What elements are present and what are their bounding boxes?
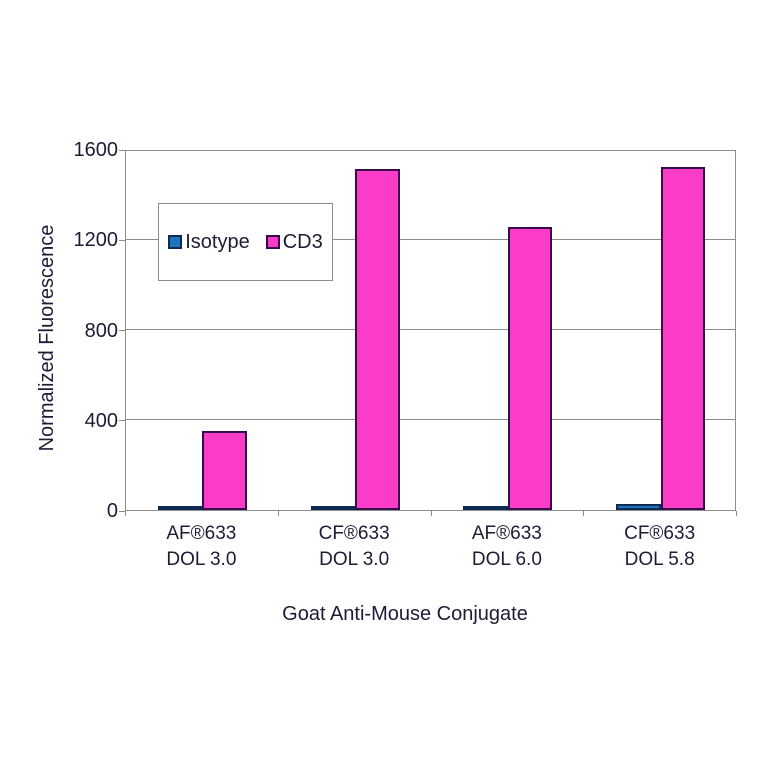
bar-cd3-1 [202,431,247,510]
y-tick-mark-1200 [119,239,125,241]
y-tick-mark-0 [119,510,125,512]
bar-isotype-2 [310,506,356,510]
bar-cd3-4 [660,167,706,510]
y-tick-mark-1600 [119,149,125,151]
x-tick-mark-0 [125,511,126,516]
category-label-line2: DOL 3.0 [319,549,390,570]
x-axis-title: Goat Anti-Mouse Conjugate [282,603,528,625]
category-label-line2: DOL 3.0 [166,549,237,570]
gridline-400 [126,419,735,421]
legend-label-isotype: Isotype [185,230,250,253]
x-tick-mark-3 [583,511,585,516]
legend-item-isotype: Isotype [168,230,250,254]
category-label-2: CF®633 DOL 3.0 [278,521,431,573]
category-label-line1: AF®633 [471,523,542,544]
gridline-800 [126,329,735,330]
x-tick-mark-1 [277,511,279,516]
category-label-line2: DOL 5.8 [624,549,695,570]
category-label-line1: CF®633 [318,523,390,544]
y-tick-label-1600: 1600 [73,139,119,161]
y-tick-mark-800 [119,330,125,331]
y-tick-label-1200: 1200 [73,229,119,252]
category-label-4: CF®633 DOL 5.8 [583,521,736,573]
category-label-line1: CF®633 [624,523,696,544]
category-label-1: AF®633 DOL 3.0 [125,521,278,573]
legend-item-cd3: CD3 [265,230,323,254]
bar-cd3-2 [355,169,400,510]
category-label-line2: DOL 6.0 [471,549,542,570]
plot-area [125,150,736,511]
legend: Isotype CD3 [158,203,333,281]
bar-isotype-1 [157,506,203,510]
y-tick-label-400: 400 [84,409,118,432]
category-label-3: AF®633 DOL 6.0 [431,521,584,573]
y-tick-label-0: 0 [106,500,118,522]
legend-swatch-isotype-icon [168,235,183,249]
legend-swatch-cd3-icon [265,235,280,249]
x-tick-mark-2 [430,511,432,516]
x-tick-mark-4 [736,511,737,516]
legend-label-cd3: CD3 [282,230,323,253]
y-tick-mark-400 [119,420,125,422]
bar-cd3-3 [507,226,553,510]
bar-isotype-3 [463,506,508,510]
gridline-1200 [126,238,735,240]
y-tick-label-800: 800 [84,319,118,342]
category-label-line1: AF®633 [166,523,237,544]
bar-isotype-4 [616,504,661,510]
